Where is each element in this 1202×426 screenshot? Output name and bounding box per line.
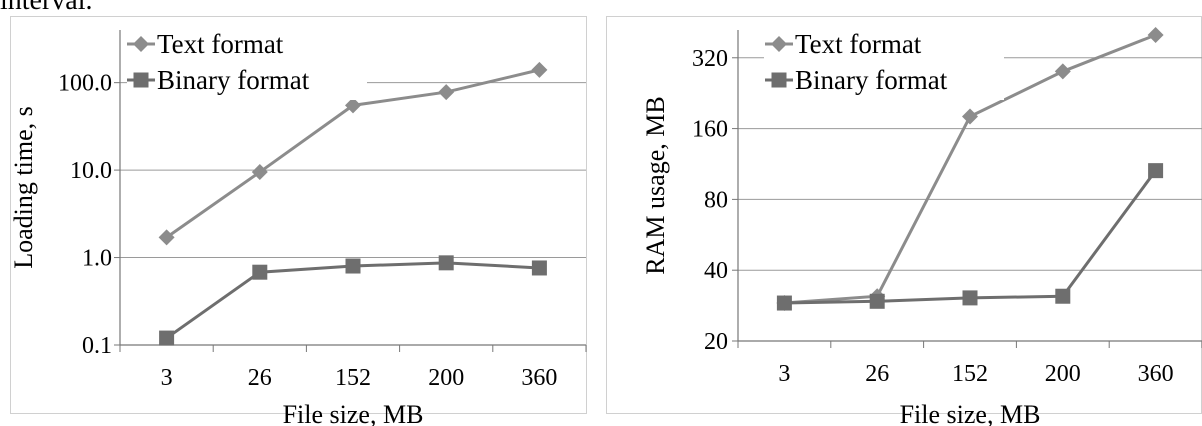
legend: Text format Binary format: [764, 26, 1004, 100]
data-point: [1055, 288, 1071, 304]
series-text-format: [776, 26, 1164, 312]
x-tick-label: 26: [248, 365, 272, 391]
data-point: [345, 258, 361, 274]
legend-marker: [133, 72, 149, 88]
data-point: [962, 108, 978, 125]
data-point: [1054, 63, 1071, 80]
y-axis-label: Loading time, s: [9, 106, 38, 268]
y-tick-label: 0.1: [82, 333, 112, 359]
legend-label: Text format: [157, 29, 284, 59]
series-binary-format: [159, 255, 547, 346]
legend-background: [127, 26, 367, 100]
data-point: [869, 293, 885, 309]
legend-marker: [771, 36, 787, 52]
y-tick-label: 160: [692, 117, 728, 143]
x-tick-label: 200: [1045, 361, 1081, 387]
data-point: [531, 61, 548, 78]
caption-fragment: interval.: [0, 0, 93, 16]
y-tick-label: 80: [704, 187, 728, 213]
legend-label: Binary format: [795, 65, 948, 95]
y-tick-label: 100.0: [58, 71, 112, 97]
x-tick-label: 200: [428, 365, 464, 391]
legend-label: Binary format: [157, 65, 310, 95]
y-tick-label: 40: [704, 258, 728, 284]
x-tick-label: 360: [1138, 361, 1174, 387]
data-point: [531, 260, 547, 276]
y-tick-label: 10.0: [70, 158, 112, 184]
series-line: [784, 169, 1157, 305]
legend-marker: [133, 36, 149, 52]
data-point: [251, 164, 268, 181]
series-text-format: [158, 61, 548, 246]
x-axis-label: File size, MB: [283, 400, 424, 426]
y-tick-label: 1.0: [82, 246, 112, 272]
data-point: [438, 84, 455, 101]
data-point: [1147, 26, 1164, 43]
y-axis-label: RAM usage, MB: [641, 96, 670, 274]
data-point: [252, 264, 268, 280]
legend-label: Text format: [795, 29, 922, 59]
x-tick-label: 152: [335, 365, 371, 391]
series-binary-format: [776, 163, 1164, 311]
chart-2: 20 40 80 160 320 3 26 152 200 360 File size, MB RAM…: [606, 16, 1202, 426]
series-line: [165, 261, 540, 340]
data-point: [962, 290, 978, 306]
chart-frame: [10, 16, 587, 414]
x-tick-label: 26: [865, 361, 889, 387]
x-tick-label: 3: [161, 365, 173, 391]
data-point: [438, 255, 454, 271]
legend-background: [764, 26, 1004, 100]
data-point: [776, 295, 792, 311]
legend: Text format Binary format: [127, 26, 367, 100]
y-tick-label: 320: [692, 46, 728, 72]
x-axis-label: File size, MB: [900, 400, 1041, 426]
chart-1: 0.1 1.0 10.0 100.0 3 26 152 200 360 File size, MB…: [9, 16, 587, 426]
data-point: [158, 229, 175, 246]
y-tick-label: 20: [704, 329, 728, 355]
x-tick-label: 3: [778, 361, 790, 387]
legend-marker: [771, 72, 787, 88]
x-tick-label: 360: [521, 365, 557, 391]
data-point: [1148, 163, 1164, 179]
data-point: [345, 97, 361, 114]
data-point: [159, 330, 175, 346]
x-tick-label: 152: [952, 361, 988, 387]
